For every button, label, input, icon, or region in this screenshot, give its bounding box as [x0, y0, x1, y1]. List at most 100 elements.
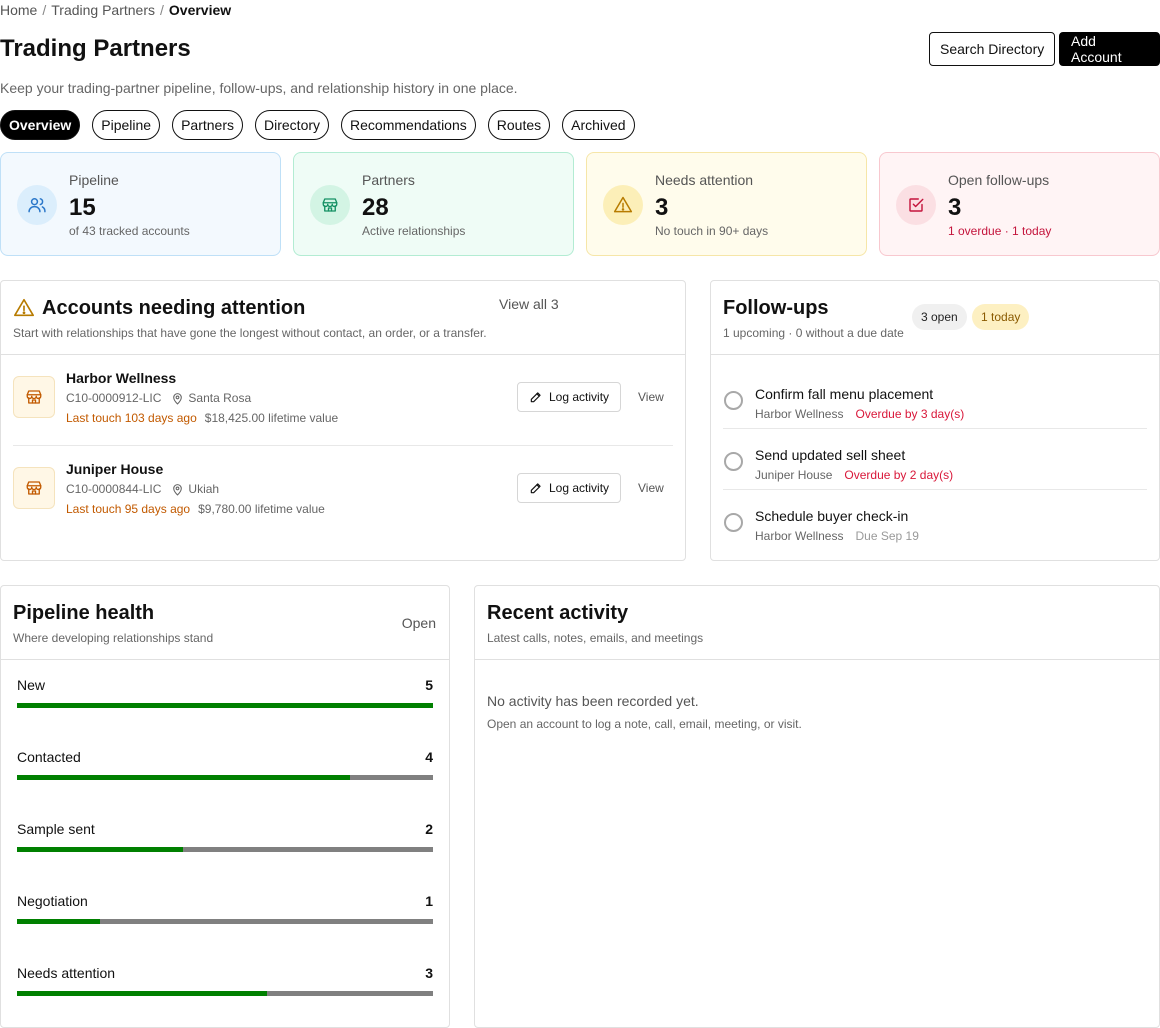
- pipeline-stage-row: Needs attention 3: [17, 965, 433, 1028]
- breadcrumb-current: Overview: [168, 2, 232, 18]
- attention-title: Accounts needing attention: [42, 297, 306, 319]
- lifetime-value: $18,425.00 lifetime value: [204, 411, 339, 425]
- pipeline-health-title: Pipeline health: [13, 602, 155, 624]
- stage-count: 5: [425, 677, 433, 693]
- tab-pipeline[interactable]: Pipeline: [92, 110, 161, 140]
- account-city: Santa Rosa: [188, 391, 252, 405]
- view-account-link[interactable]: View: [638, 481, 664, 495]
- account-row: Juniper House C10-0000844-LIC Ukiah Last…: [13, 446, 673, 537]
- recent-activity-panel: Recent activity Latest calls, notes, ema…: [474, 585, 1160, 1028]
- account-name[interactable]: Juniper House: [66, 461, 164, 477]
- followups-panel-header: Follow-ups 1 upcoming · 0 without a due …: [711, 281, 1159, 355]
- store-icon: [13, 467, 55, 509]
- recent-activity-title: Recent activity: [487, 602, 629, 624]
- followup-due: Overdue by 3 day(s): [855, 407, 965, 421]
- breadcrumb-home[interactable]: Home: [0, 2, 38, 18]
- followup-item: Confirm fall menu placement Harbor Welln…: [723, 368, 1147, 429]
- stat-label: Partners: [362, 172, 415, 188]
- tab-archived[interactable]: Archived: [562, 110, 635, 140]
- attention-subtitle: Start with relationships that have gone …: [13, 326, 487, 340]
- stat-subtext: No touch in 90+ days: [655, 224, 769, 238]
- pipeline-stage-row: New 5: [17, 677, 433, 749]
- followup-meta: Harbor Wellness Due Sep 19: [755, 529, 919, 543]
- account-license: C10-0000912-LIC: [66, 391, 162, 405]
- stage-label: New: [17, 677, 46, 693]
- stage-progress-fill: [17, 703, 433, 708]
- stage-count: 3: [425, 965, 433, 981]
- log-activity-label: Log activity: [549, 390, 610, 404]
- pencil-icon: [529, 481, 543, 495]
- tab-recommendations[interactable]: Recommendations: [341, 110, 476, 140]
- log-activity-button[interactable]: Log activity: [517, 473, 622, 503]
- stage-progress-bar: [17, 775, 433, 780]
- pipeline-health-subtitle: Where developing relationships stand: [13, 631, 214, 645]
- search-directory-button[interactable]: Search Directory: [929, 32, 1056, 66]
- account-meta: C10-0000912-LIC Santa Rosa: [66, 391, 251, 405]
- stat-value: 15: [69, 194, 96, 221]
- followup-meta: Harbor Wellness Overdue by 3 day(s): [755, 407, 964, 421]
- account-meta: C10-0000844-LIC Ukiah: [66, 482, 219, 496]
- warning-icon: [13, 297, 35, 324]
- location-pin-icon: [171, 392, 184, 405]
- users-icon: [17, 185, 57, 225]
- open-count-badge: 3 open: [912, 304, 967, 330]
- stage-progress-fill: [17, 919, 101, 924]
- tab-directory[interactable]: Directory: [255, 110, 330, 140]
- tab-partners[interactable]: Partners: [172, 110, 244, 140]
- tab-routes[interactable]: Routes: [487, 110, 551, 140]
- pipeline-health-panel: Pipeline health Open Where developing re…: [0, 585, 450, 1028]
- stat-label: Pipeline: [69, 172, 119, 188]
- stage-progress-bar: [17, 847, 433, 852]
- checkbox-icon: [896, 185, 936, 225]
- stage-label: Negotiation: [17, 893, 88, 909]
- followup-account: Juniper House: [755, 468, 833, 482]
- log-activity-label: Log activity: [549, 481, 610, 495]
- stage-progress-fill: [17, 847, 184, 852]
- empty-state-message: No activity has been recorded yet.: [487, 693, 699, 709]
- stat-card-partners: Partners 28 Active relationships: [293, 152, 574, 256]
- breadcrumb-separator: /: [160, 2, 164, 18]
- stat-value: 3: [948, 194, 962, 221]
- stage-label: Contacted: [17, 749, 81, 765]
- followup-title: Schedule buyer check-in: [755, 508, 909, 524]
- stage-count: 1: [425, 893, 433, 909]
- complete-checkbox[interactable]: [724, 513, 743, 532]
- pipeline-stage-row: Sample sent 2: [17, 821, 433, 893]
- stat-subtext: of 43 tracked accounts: [69, 224, 190, 238]
- log-activity-button[interactable]: Log activity: [517, 382, 622, 412]
- last-touch: Last touch 95 days ago: [66, 502, 191, 516]
- recent-activity-subtitle: Latest calls, notes, emails, and meeting…: [487, 631, 704, 645]
- stage-label: Needs attention: [17, 965, 116, 981]
- followup-meta: Juniper House Overdue by 2 day(s): [755, 468, 953, 482]
- account-name[interactable]: Harbor Wellness: [66, 370, 177, 386]
- breadcrumb-separator: /: [42, 2, 47, 18]
- last-touch: Last touch 103 days ago: [66, 411, 197, 425]
- tab-overview[interactable]: Overview: [0, 110, 81, 140]
- stage-label: Sample sent: [17, 821, 95, 837]
- view-all-link[interactable]: View all 3: [499, 296, 559, 312]
- open-pipeline-link[interactable]: Open: [401, 615, 436, 631]
- attention-panel-header: Accounts needing attention View all 3 St…: [1, 281, 685, 355]
- followup-account: Harbor Wellness: [755, 529, 844, 543]
- location-pin-icon: [171, 483, 184, 496]
- account-touch: Last touch 95 days ago $9,780.00 lifetim…: [66, 502, 325, 516]
- warning-icon: [603, 185, 643, 225]
- followup-title: Send updated sell sheet: [755, 447, 906, 463]
- pipeline-stage-row: Contacted 4: [17, 749, 433, 821]
- account-license: C10-0000844-LIC: [66, 482, 162, 496]
- complete-checkbox[interactable]: [724, 452, 743, 471]
- pencil-icon: [529, 390, 543, 404]
- followup-due: Due Sep 19: [855, 529, 919, 543]
- attention-panel: Accounts needing attention View all 3 St…: [0, 280, 686, 561]
- stat-card-pipeline: Pipeline 15 of 43 tracked accounts: [0, 152, 281, 256]
- page-title: Trading Partners: [0, 35, 191, 62]
- complete-checkbox[interactable]: [724, 391, 743, 410]
- add-account-button[interactable]: Add Account: [1059, 32, 1160, 66]
- stat-value: 28: [362, 194, 389, 221]
- page-subtitle: Keep your trading-partner pipeline, foll…: [0, 80, 518, 96]
- stage-count: 4: [425, 749, 433, 765]
- stat-label: Needs attention: [655, 172, 754, 188]
- recent-activity-header: Recent activity Latest calls, notes, ema…: [475, 586, 1159, 660]
- view-account-link[interactable]: View: [638, 390, 664, 404]
- breadcrumb-trading-partners[interactable]: Trading Partners: [51, 2, 155, 18]
